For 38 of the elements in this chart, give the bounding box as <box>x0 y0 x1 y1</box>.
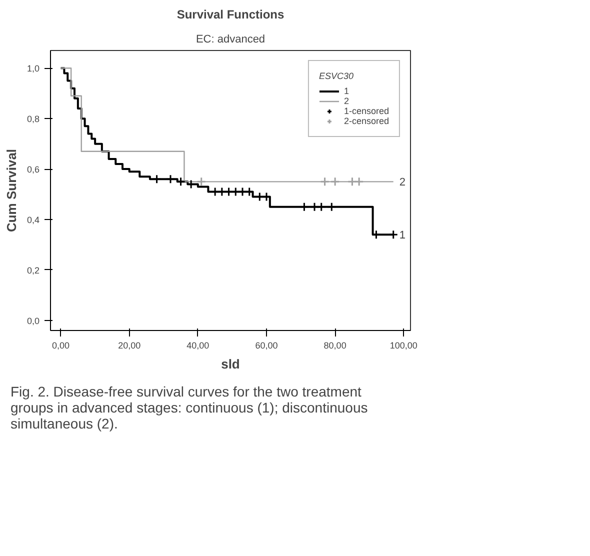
y-tick-label: 0,8 <box>26 114 40 124</box>
y-axis-title: Cum Survival <box>4 148 19 232</box>
y-tick-label: 1,0 <box>26 64 40 74</box>
point <box>320 176 330 186</box>
x-tick-label: 60,00 <box>255 340 278 350</box>
legend-label: 2-censored <box>344 116 389 126</box>
point <box>166 174 176 184</box>
legend-label: 1-censored <box>344 106 389 116</box>
point <box>176 176 186 186</box>
point <box>152 174 162 184</box>
chart-title: Survival Functions <box>176 8 285 22</box>
point <box>330 176 340 186</box>
caption: Fig. 2. Disease-free survival curves for the two treatment groups in advanced stages: continuous (1); discontinuous simultaneous (2). <box>10 384 368 432</box>
x-tick-label: 40,00 <box>186 340 210 350</box>
chart-subtitle: EC: advanced <box>196 34 266 46</box>
point <box>316 202 326 212</box>
point <box>354 176 364 186</box>
y-tick-label: 0,6 <box>26 164 40 175</box>
point <box>371 230 381 240</box>
point <box>196 176 206 186</box>
legend-label: 2 <box>344 96 350 106</box>
x-axis-title: sld <box>221 356 240 372</box>
legend-label: 1 <box>344 86 350 96</box>
y-tick-label: 0,2 <box>26 265 40 276</box>
legend-title: ESVC30 <box>318 71 354 81</box>
x-tick-label: 100,00 <box>390 340 418 350</box>
x-tick-label: 0,00 <box>52 340 70 350</box>
point <box>388 230 398 240</box>
point <box>299 202 309 212</box>
point <box>326 202 336 212</box>
x-tick-label: 20,00 <box>118 340 141 350</box>
point <box>347 176 357 186</box>
point <box>310 202 320 212</box>
y-tick-label: 0,0 <box>26 316 40 326</box>
annotation: 1 <box>399 230 406 242</box>
x-tick-label: 80,00 <box>324 340 346 350</box>
annotation: 2 <box>399 176 406 189</box>
y-tick-label: 0,4 <box>26 215 40 226</box>
